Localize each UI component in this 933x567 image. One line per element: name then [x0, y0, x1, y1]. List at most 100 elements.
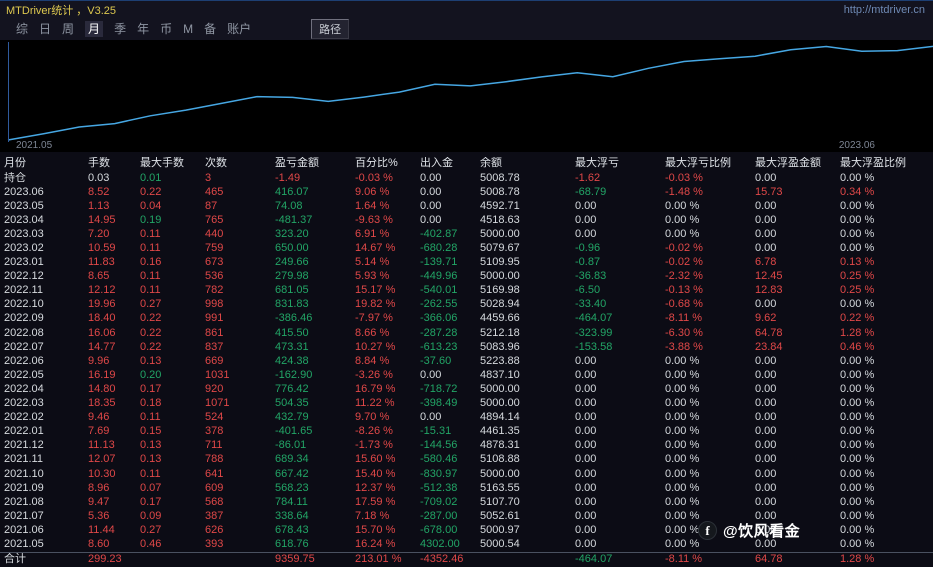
table-row[interactable]: 2022.05 16.19 0.20 1031 -162.90 -3.26 % 0.00 48…	[0, 368, 933, 382]
table-cell: 0.00	[575, 537, 597, 550]
table-cell: 0.00	[575, 213, 597, 226]
table-cell: 12.12	[88, 284, 116, 297]
table-cell: -0.87	[575, 256, 601, 269]
table-cell: 0.09	[140, 509, 162, 522]
menu-item-M[interactable]: M	[183, 22, 194, 36]
table-cell: 681.05	[275, 284, 309, 297]
table-cell: 5083.96	[480, 340, 520, 353]
table-cell: 0.00	[755, 368, 777, 381]
table-cell: 9.47	[88, 495, 110, 508]
table-cell: 2023.03	[4, 227, 44, 240]
table-row[interactable]: 2021.07 5.36 0.09 387 338.64 7.18 % -287.00 505…	[0, 509, 933, 523]
x-axis-start-label: 2021.05	[16, 140, 53, 151]
table-row[interactable]: 2021.06 11.44 0.27 626 678.43 15.70 % -678.00 5…	[0, 523, 933, 537]
table-row[interactable]: 2022.07 14.77 0.22 837 473.31 10.27 % -613.23 5…	[0, 340, 933, 354]
table-cell: 87	[205, 199, 218, 212]
table-row[interactable]: 2022.09 18.40 0.22 991 -386.46 -7.97 % -366.06…	[0, 312, 933, 326]
table-row[interactable]: 2023.04 14.95 0.19 765 -481.37 -9.63 % 0.00 451…	[0, 213, 933, 227]
table-row[interactable]: 2023.06 8.52 0.22 465 416.07 9.06 % 0.00 5008.7…	[0, 185, 933, 199]
menu-item-年[interactable]: 年	[137, 22, 150, 36]
table-cell: 0.00 %	[840, 242, 875, 255]
table-cell: 9.46	[88, 411, 110, 424]
table-cell: -1.73 %	[355, 439, 393, 452]
table-cell: 1.28 %	[840, 552, 875, 565]
table-cell: 4878.31	[480, 439, 520, 452]
table-cell: 0.00	[420, 171, 442, 184]
menu-item-日[interactable]: 日	[39, 22, 52, 36]
table-cell: -2.32 %	[665, 270, 703, 283]
table-cell: 5000.54	[480, 537, 520, 550]
table-row[interactable]: 2022.11 12.12 0.11 782 681.05 15.17 % -540.01 5…	[0, 284, 933, 298]
menu-item-月[interactable]: 月	[85, 21, 104, 37]
table-cell: 0.00	[755, 199, 777, 212]
table-cell: 0.00	[755, 382, 777, 395]
table-cell: 618.76	[275, 537, 309, 550]
table-cell: 2021.12	[4, 439, 44, 452]
table-cell: 2022.09	[4, 312, 44, 325]
table-cell: 11.13	[88, 439, 115, 452]
table-cell: 10.59	[88, 242, 116, 255]
table-cell: 673	[205, 256, 224, 269]
table-cell: 0.00 %	[840, 199, 875, 212]
table-cell: -718.72	[420, 382, 458, 395]
table-cell: 11.83	[88, 256, 115, 269]
table-cell: 0.22	[140, 340, 162, 353]
table-cell: 0.00	[575, 467, 597, 480]
table-row[interactable]: 2022.04 14.80 0.17 920 776.42 16.79 % -718.72 5…	[0, 382, 933, 396]
table-row[interactable]: 2021.09 8.96 0.07 609 568.23 12.37 % -512.38 51…	[0, 481, 933, 495]
table-cell: -9.63 %	[355, 213, 393, 226]
table-row[interactable]: 2021.10 10.30 0.11 641 667.42 15.40 % -830.97 5…	[0, 467, 933, 481]
table-row[interactable]: 2022.03 18.35 0.18 1071 504.35 11.22 % -398.49…	[0, 397, 933, 411]
table-row[interactable]: 2022.01 7.69 0.15 378 -401.65 -8.26 % -15.31 44…	[0, 425, 933, 439]
table-cell: 0.13	[140, 439, 162, 452]
menu-item-备[interactable]: 备	[204, 22, 217, 36]
table-row[interactable]: 2023.03 7.20 0.11 440 323.20 6.91 % -402.87 500…	[0, 227, 933, 241]
table-cell: 650.00	[275, 242, 309, 255]
table-row[interactable]: 2022.12 8.65 0.11 536 279.98 5.93 % -449.96 500…	[0, 270, 933, 284]
table-cell: 2021.09	[4, 481, 44, 494]
table-cell: -0.13 %	[665, 284, 703, 297]
table-cell: 6.91 %	[355, 227, 390, 240]
menu-item-账户[interactable]: 账户	[227, 22, 252, 36]
table-cell: -401.65	[275, 425, 313, 438]
table-row[interactable]: 2022.02 9.46 0.11 524 432.79 9.70 % 0.00 4894.1…	[0, 411, 933, 425]
table-cell: -0.03 %	[665, 171, 703, 184]
table-row[interactable]: 2021.11 12.07 0.13 788 689.34 15.60 % -580.46 5…	[0, 453, 933, 467]
table-row[interactable]: 持仓 0.03 0.01 3 -1.49 -0.03 % 0.00 5008.78 -1.62 -…	[0, 171, 933, 185]
table-cell: 23.84	[755, 340, 783, 353]
table-cell: -139.71	[420, 256, 458, 269]
table-cell: 2023.04	[4, 213, 44, 226]
table-cell: 0.34 %	[840, 185, 875, 198]
menu-item-季[interactable]: 季	[114, 22, 127, 36]
table-cell: 0.00	[755, 523, 777, 536]
table-total-row[interactable]: 合计 299.23 9359.75 213.01 % -4352.46 -464.07 -8…	[0, 551, 933, 566]
path-button[interactable]: 路径	[311, 19, 350, 39]
menu-item-周[interactable]: 周	[62, 22, 75, 36]
table-cell: 5223.88	[480, 354, 520, 367]
table-cell: -709.02	[420, 495, 458, 508]
table-cell: -449.96	[420, 270, 458, 283]
app-url-link[interactable]: http://mtdriver.cn	[843, 3, 925, 16]
menu-item-综[interactable]: 综	[16, 22, 29, 36]
table-cell: 15.70 %	[355, 523, 396, 536]
menu-item-币[interactable]: 币	[160, 22, 173, 36]
table-row[interactable]: 2023.02 10.59 0.11 759 650.00 14.67 % -680.28 5…	[0, 241, 933, 255]
table-body: 持仓 0.03 0.01 3 -1.49 -0.03 % 0.00 5008.78 -1.62-…	[0, 171, 933, 566]
table-cell: 0.00 %	[665, 453, 700, 466]
table-row[interactable]: 2022.08 16.06 0.22 861 415.50 8.66 % -287.28 52…	[0, 326, 933, 340]
table-cell: 0.00 %	[665, 368, 700, 381]
table-cell: 0.00	[575, 453, 597, 466]
table-cell: 0.00	[575, 425, 597, 438]
table-row[interactable]: 2021.08 9.47 0.17 568 784.11 17.59 % -709.02 51…	[0, 495, 933, 509]
table-cell: -262.55	[420, 298, 458, 311]
table-cell: -86.01	[275, 439, 307, 452]
table-row[interactable]: 2021.12 11.13 0.13 711 -86.01 -1.73 % -144.56 4…	[0, 439, 933, 453]
table-row[interactable]: 2022.10 19.96 0.27 998 831.83 19.82 % -262.55 5…	[0, 298, 933, 312]
table-cell: 387	[205, 509, 224, 522]
table-row[interactable]: 2023.05 1.13 0.04 87 74.08 1.64 % 0.00 4592.71 0…	[0, 199, 933, 213]
table-row[interactable]: 2022.06 9.96 0.13 669 424.38 8.84 % -37.60 5223…	[0, 354, 933, 368]
table-row[interactable]: 2023.01 11.83 0.16 673 249.66 5.14 % -139.71 51…	[0, 256, 933, 270]
table-cell: -0.02 %	[665, 256, 703, 269]
table-row[interactable]: 2021.05 8.60 0.46 393 618.76 16.24 % 4302.00 50…	[0, 537, 933, 551]
table-cell: 0.00 %	[665, 382, 700, 395]
